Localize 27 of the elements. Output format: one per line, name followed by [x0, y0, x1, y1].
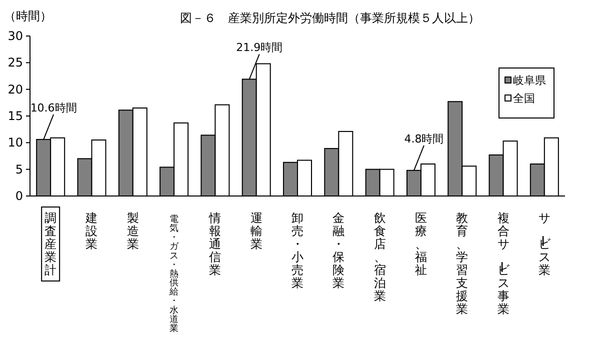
chart-title: 図－６ 産業別所定外労働時間（事業所規模５人以上） — [180, 11, 480, 25]
annotation: 10.6時間 — [30, 101, 77, 114]
y-tick-label: 0 — [15, 189, 23, 203]
y-tick-label: 30 — [8, 29, 23, 43]
y-axis-title: （時間） — [4, 9, 52, 23]
x-tick-label: 卸売・小売業 — [292, 211, 304, 290]
y-tick-label: 10 — [8, 136, 23, 150]
legend-label: 岐阜県 — [513, 74, 546, 87]
x-tick-label: サービス業 — [535, 211, 552, 277]
x-tick-label: 建設業 — [84, 211, 98, 251]
annotation: 4.8時間 — [404, 132, 444, 146]
y-tick-label: 5 — [15, 162, 23, 176]
x-tick-label: 調査産業計 — [44, 211, 57, 277]
y-tick-label: 25 — [8, 56, 23, 70]
x-tick-label: 運輸業 — [250, 211, 262, 251]
x-tick-label: 金融・保険業 — [332, 211, 345, 290]
y-tick-label: 15 — [8, 109, 23, 123]
category-label: 電気・ガス・熱供給・水道業 — [170, 215, 179, 334]
x-tick-label: 製造業 — [126, 211, 139, 251]
x-tick-label: 複合サービス事業 — [494, 211, 510, 316]
legend-label: 全国 — [513, 92, 535, 105]
y-tick-label: 20 — [8, 82, 23, 96]
x-tick-label: 教育、学習支援業 — [456, 211, 468, 316]
x-tick-label: 飲食店、宿泊業 — [374, 211, 386, 303]
annotation: 21.9時間 — [236, 41, 283, 54]
x-tick-label: 情報通信業 — [208, 211, 222, 277]
x-tick-label: 医療、福祉 — [414, 211, 427, 277]
